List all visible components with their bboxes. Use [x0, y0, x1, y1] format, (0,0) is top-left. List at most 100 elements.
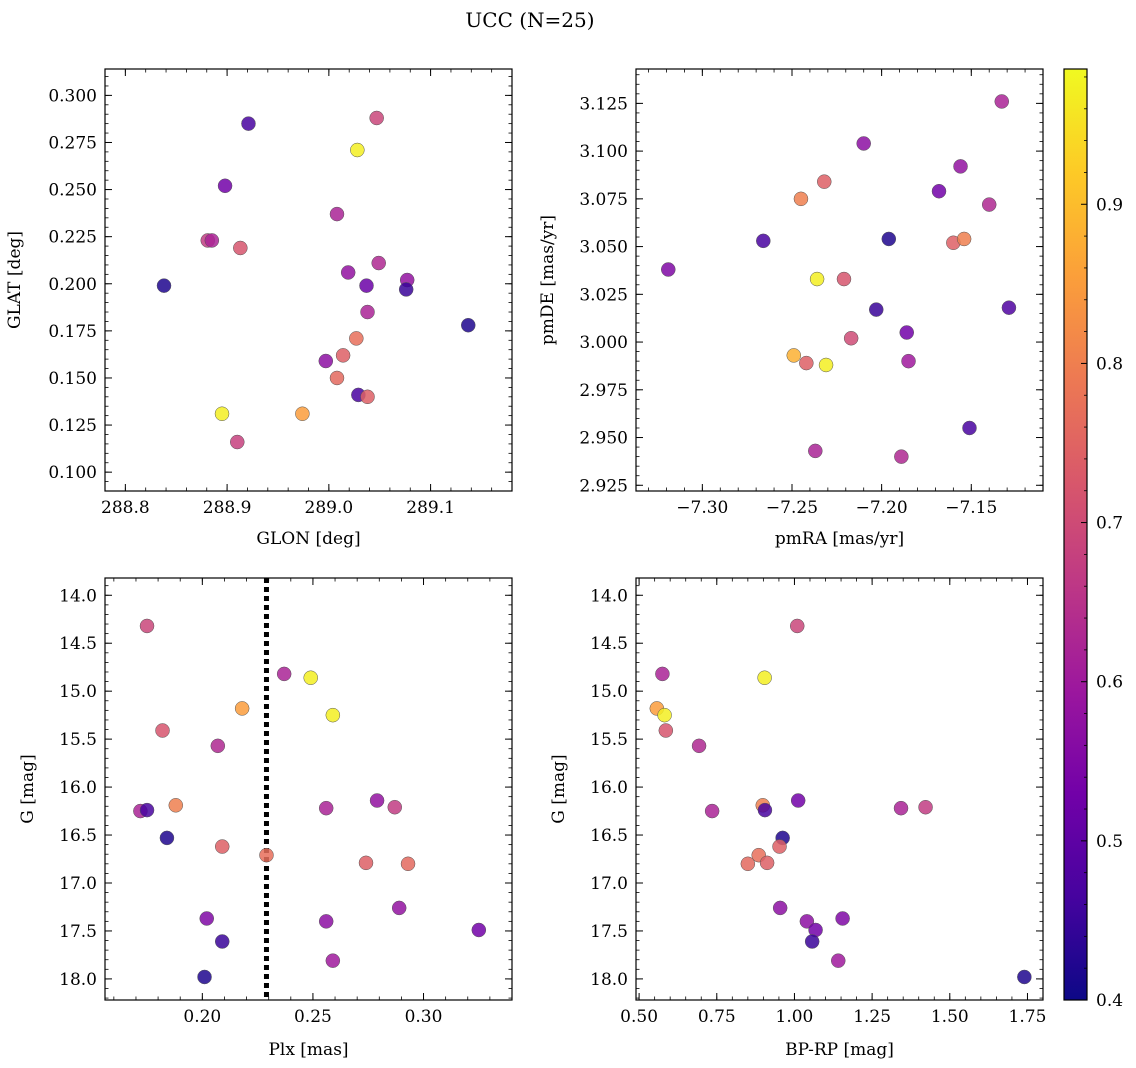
data-point	[234, 701, 250, 716]
data-point	[799, 355, 814, 371]
data-point	[918, 799, 933, 815]
data-point	[691, 738, 707, 754]
y-tick-label: 15.0	[59, 682, 97, 702]
data-point	[981, 197, 997, 212]
data-point	[360, 389, 375, 405]
x-tick-label: 288.9	[203, 498, 252, 518]
data-point	[808, 443, 823, 459]
data-point	[843, 330, 859, 346]
data-point	[214, 406, 230, 422]
y-tick-label: 14.0	[59, 586, 97, 606]
data-point	[217, 178, 233, 194]
x-tick-label: 0.50	[620, 1007, 658, 1027]
data-point	[349, 331, 364, 346]
panel-3: 0.20 0.25 0.30 14.0 14.5 15.0 15.5 16.0 16.5 17.0…	[18, 577, 513, 1060]
data-point	[230, 434, 245, 450]
y-tick-label: 0.125	[48, 416, 97, 436]
data-point	[804, 934, 820, 949]
data-point	[661, 262, 676, 277]
y-tick-label: 0.275	[48, 133, 97, 153]
x-axis-label: BP-RP [mag]	[785, 1040, 894, 1060]
y-axis-label: GLAT [deg]	[5, 231, 25, 329]
data-point	[276, 666, 292, 682]
y-tick-label: 14.0	[590, 586, 628, 606]
data-point	[204, 233, 220, 248]
x-axis-label: pmRA [mas/yr]	[775, 529, 904, 549]
x-tick-label: 0.20	[183, 1007, 221, 1027]
colorbar-tick-label: 0.4	[1096, 991, 1123, 1011]
y-tick-label: 15.5	[590, 730, 628, 750]
y-tick-label: 18.0	[59, 970, 97, 990]
data-point	[335, 348, 351, 363]
x-tick-label: −7.25	[766, 498, 818, 518]
data-point	[704, 803, 720, 819]
y-tick-label: 18.0	[590, 970, 628, 990]
data-point	[817, 174, 832, 189]
data-point	[869, 302, 884, 317]
x-tick-label: 1.00	[776, 1007, 814, 1027]
y-tick-label: 2.925	[579, 476, 628, 496]
y-axis-label: pmDE [mas/yr]	[538, 215, 558, 345]
y-tick-label: 0.250	[48, 181, 97, 201]
x-tick-label: 1.75	[1009, 1007, 1047, 1027]
data-point	[369, 793, 385, 808]
colorbar: 0.4 0.5 0.6 0.7 0.8 0.9	[1063, 68, 1123, 1011]
data-point	[756, 233, 771, 249]
y-tick-label: 17.0	[59, 874, 97, 894]
data-point	[214, 839, 230, 854]
data-point	[899, 325, 914, 340]
data-point	[155, 723, 170, 738]
panel-2: −7.30 −7.25 −7.20 −7.15 2.925 2.950 2.975 3.000…	[538, 68, 1044, 549]
data-point	[471, 922, 487, 938]
data-point	[295, 406, 310, 422]
data-point	[881, 231, 897, 247]
data-point	[400, 856, 416, 872]
x-tick-label: −7.20	[856, 498, 908, 518]
y-tick-label: 16.5	[59, 826, 97, 846]
data-point	[759, 855, 775, 871]
y-axis-label: G [mag]	[549, 754, 569, 823]
y-tick-label: 16.0	[590, 778, 628, 798]
y-tick-label: 3.000	[579, 333, 628, 353]
data-point	[360, 304, 375, 320]
y-tick-label: 15.5	[59, 730, 97, 750]
data-point	[325, 707, 341, 723]
data-point	[1001, 300, 1017, 315]
data-point	[953, 159, 968, 174]
data-point	[318, 914, 334, 929]
y-tick-label: 3.125	[579, 94, 628, 114]
colorbar-tick-label: 0.6	[1096, 673, 1123, 693]
y-tick-label: 15.0	[590, 682, 628, 702]
data-point	[199, 911, 214, 926]
data-point	[956, 231, 972, 247]
y-tick-label: 0.225	[48, 228, 97, 248]
y-tick-label: 17.5	[590, 922, 628, 942]
data-point	[241, 116, 256, 131]
data-point	[318, 353, 334, 369]
y-tick-label: 2.950	[579, 429, 628, 449]
data-point	[460, 317, 476, 333]
data-point	[789, 618, 805, 634]
y-tick-label: 3.075	[579, 190, 628, 210]
data-point	[809, 271, 825, 287]
x-tick-label: −7.30	[676, 498, 728, 518]
panel-frame	[635, 577, 1044, 1001]
data-point	[318, 800, 334, 816]
data-point	[772, 839, 787, 854]
y-tick-label: 2.975	[579, 381, 628, 401]
panel-4: 0.50 0.75 1.00 1.25 1.50 1.75 14.0 14.5 15.0 15.5…	[549, 577, 1047, 1060]
data-point	[772, 900, 788, 916]
data-point	[894, 449, 909, 464]
data-point	[793, 191, 809, 207]
data-point	[757, 670, 772, 685]
colorbar-tick-label: 0.7	[1096, 514, 1123, 534]
x-axis-label: GLON [deg]	[256, 529, 360, 549]
y-tick-label: 16.0	[59, 778, 97, 798]
data-point	[197, 969, 212, 985]
data-point	[359, 278, 374, 293]
y-tick-label: 3.025	[579, 285, 628, 305]
data-point	[329, 370, 345, 386]
data-point	[740, 856, 756, 872]
x-tick-label: 1.25	[853, 1007, 891, 1027]
y-tick-label: 3.050	[579, 238, 628, 258]
